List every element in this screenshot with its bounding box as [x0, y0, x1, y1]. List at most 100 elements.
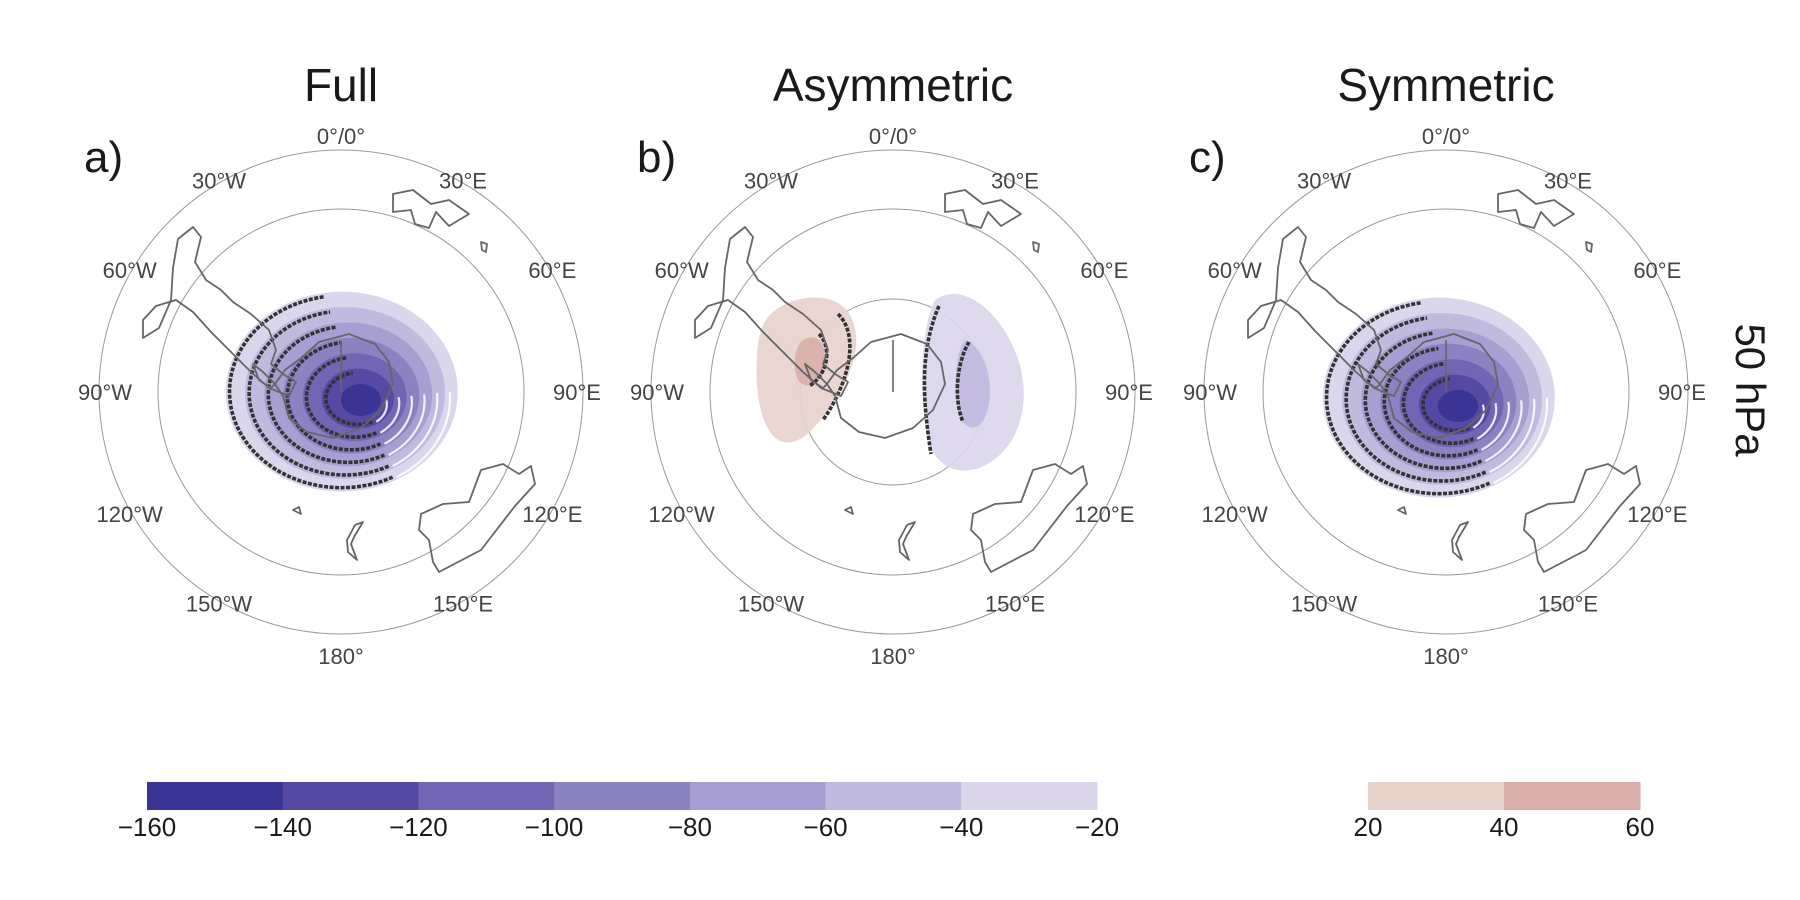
colorbar-swatch: [1368, 782, 1505, 810]
contour-line: [955, 341, 971, 423]
panel-label-b: b): [637, 133, 676, 182]
colorbar-tick-label: −140: [253, 812, 312, 842]
contour-line: [1363, 331, 1483, 471]
colorbar-tick-label: −100: [525, 812, 584, 842]
colorbar-swatch: [689, 782, 827, 810]
pressure-level-label: 50 hPa: [1727, 323, 1774, 457]
field-shading-sym: [1322, 297, 1555, 498]
lon-label-30e: 30°E: [1544, 169, 1592, 194]
lon-label-0: 0°/0°: [869, 124, 917, 149]
lon-label-120w: 120°W: [1202, 502, 1269, 527]
contour-line: [922, 305, 941, 455]
contour-highlight: [387, 394, 426, 456]
colorbar-swatch: [418, 782, 555, 810]
lon-label-90e: 90°E: [553, 380, 601, 405]
contour-highlight: [392, 392, 439, 468]
lat-circle-middle: [709, 208, 1077, 576]
lon-label-180: 180°: [318, 644, 364, 669]
lon-label-0: 0°/0°: [1422, 124, 1470, 149]
lon-label-90e: 90°E: [1658, 380, 1706, 405]
lon-label-90w: 90°W: [1183, 380, 1237, 405]
lon-label-150e: 150°E: [433, 591, 493, 616]
panel-label-a: a): [84, 133, 123, 182]
lon-label-90w: 90°W: [78, 380, 132, 405]
lon-label-120w: 120°W: [97, 502, 164, 527]
lon-label-120w: 120°W: [649, 502, 716, 527]
lon-label-30w: 30°W: [1297, 169, 1351, 194]
contour-highlight: [1484, 400, 1523, 462]
contour-line: [247, 310, 390, 477]
contour-line: [285, 340, 382, 452]
colorbar-tick-label: −80: [668, 812, 712, 842]
contour-fill-band: [341, 384, 381, 416]
colorbar-tick-label: −40: [939, 812, 983, 842]
contour-line: [324, 371, 373, 427]
contour-highlight: [383, 395, 413, 445]
lon-label-90w: 90°W: [630, 380, 684, 405]
panel-title-full: Full: [304, 59, 378, 111]
colorbar-tick-label: 20: [1354, 812, 1383, 842]
contour-highlight: [1472, 404, 1485, 429]
lon-label-150e: 150°E: [1538, 591, 1598, 616]
contour-line: [304, 355, 378, 440]
contour-highlight: [1476, 402, 1498, 440]
lon-label-180: 180°: [870, 644, 916, 669]
colorbar-tick-label: 40: [1490, 812, 1519, 842]
contour-highlight: [375, 398, 388, 423]
lon-label-30e: 30°E: [439, 169, 487, 194]
lon-label-150w: 150°W: [1291, 591, 1358, 616]
lon-label-60w: 60°W: [1208, 258, 1262, 283]
colorbar-tick-label: −60: [804, 812, 848, 842]
contour-fill-band: [1438, 390, 1478, 422]
colorbar-tick-label: −120: [389, 812, 448, 842]
panel-title-symmetric: Symmetric: [1337, 59, 1554, 111]
lat-circle-outer: [1203, 149, 1689, 635]
panel-title-asymmetric: Asymmetric: [773, 59, 1013, 111]
lon-label-120e: 120°E: [522, 502, 582, 527]
colorbar-swatch: [961, 782, 1098, 810]
colorbar-tick-label: −20: [1075, 812, 1119, 842]
contour-line: [1324, 301, 1491, 496]
lat-circle-outer: [650, 149, 1136, 635]
field-shading-asym: [756, 293, 1024, 471]
map-panel-asym: 0°/0° 30°E 60°E 90°E 120°E 150°E 180° 150°W 120°…: [630, 124, 1153, 669]
lon-label-60w: 60°W: [655, 258, 709, 283]
lat-circle-middle: [1262, 208, 1630, 576]
colorbar-swatch: [1504, 782, 1641, 810]
lon-label-150e: 150°E: [985, 591, 1045, 616]
lon-label-60w: 60°W: [103, 258, 157, 283]
lat-circle-outer: [98, 149, 584, 635]
negative-anomaly-core: [955, 340, 990, 428]
contour-line: [1382, 346, 1479, 458]
contour-line: [808, 332, 829, 388]
lon-label-120e: 120°E: [1627, 502, 1687, 527]
contour-line: [1401, 361, 1475, 446]
lon-label-150w: 150°W: [738, 591, 805, 616]
lon-label-60e: 60°E: [528, 258, 576, 283]
contour-line: [266, 325, 386, 465]
colorbar-swatch: [825, 782, 962, 810]
lon-label-60e: 60°E: [1080, 258, 1128, 283]
colorbar-swatch: [282, 782, 419, 810]
contour-highlight: [396, 391, 452, 479]
contour-highlight: [1493, 397, 1549, 485]
contour-line: [227, 295, 394, 490]
colorbar-negative: −160 −140 −120 −100 −80 −60 −40 −20: [118, 782, 1119, 842]
colorbar-positive: 20 40 60: [1354, 782, 1655, 842]
contour-line: [1344, 316, 1487, 483]
lon-label-30e: 30°E: [991, 169, 1039, 194]
lon-label-150w: 150°W: [186, 591, 253, 616]
lon-label-30w: 30°W: [744, 169, 798, 194]
map-panel-full: 0°/0° 30°E 60°E 90°E 120°E 150°E 180° 150°W 120°…: [78, 124, 601, 669]
lon-label-0: 0°/0°: [317, 124, 365, 149]
lat-circle-middle: [157, 208, 525, 576]
colorbar-tick-label: 60: [1626, 812, 1655, 842]
lon-label-180: 180°: [1423, 644, 1469, 669]
colorbar-tick-label: −160: [118, 812, 177, 842]
contour-highlight: [1489, 398, 1536, 474]
lon-label-120e: 120°E: [1074, 502, 1134, 527]
contour-highlight: [1480, 401, 1510, 451]
contour-highlight: [379, 396, 401, 434]
lon-label-30w: 30°W: [192, 169, 246, 194]
